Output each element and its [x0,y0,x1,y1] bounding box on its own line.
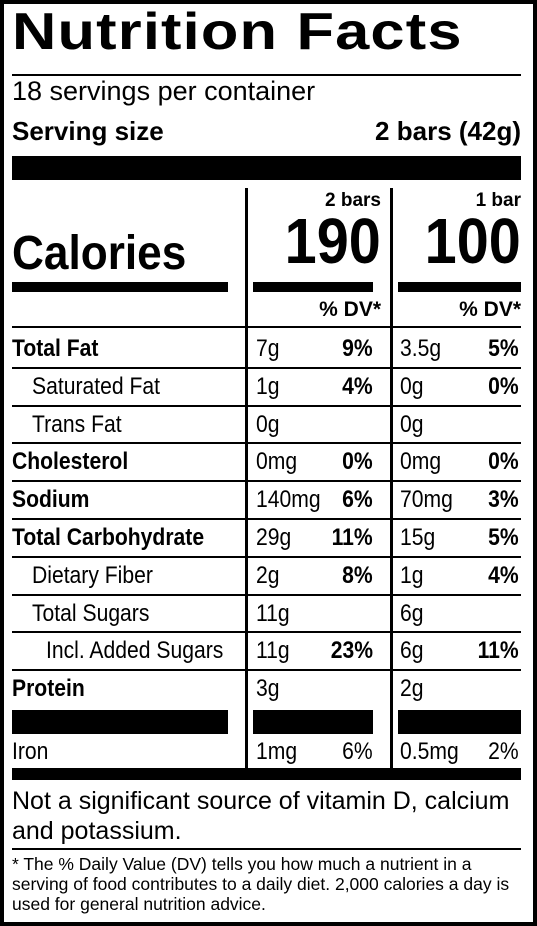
column-header-1-bar: 1 bar [475,190,521,211]
dv-header-1-bar: % DV* [459,298,521,321]
nutrient-name: Total Fat [12,335,99,362]
thick-divider-top [12,156,521,180]
nutrient-dv-2-bars: 0% [342,448,373,476]
row-divider [12,518,521,520]
nutrient-dv-1-bar: 5% [488,524,519,551]
nutrient-value-1-bar: 6g [400,637,424,665]
nutrient-name: Total Sugars [32,599,150,627]
nutrient-value-1-bar: 0g [400,372,424,400]
thick-divider-lower-left [12,710,228,734]
nutrient-value-2-bars: 11g [256,599,290,627]
nutrient-value-1-bar: 15g [400,524,436,551]
nutrient-dv-1-bar: 5% [488,335,519,362]
serving-size-value: 2 bars (42g) [375,116,521,146]
nutrient-dv-2-bars: 11% [331,524,373,551]
row-divider [12,555,521,558]
row-divider [12,442,521,445]
footnote-divider [12,848,521,850]
iron-value-1-bar: 0.5mg [400,738,459,765]
nutrient-value-1-bar: 2g [400,675,424,703]
nutrient-value-2-bars: 140mg [256,486,321,514]
nutrient-value-1-bar: 1g [400,561,424,589]
dv-divider [12,326,521,328]
dv-header-2-bars: % DV* [319,298,381,321]
column-divider-1 [245,188,248,768]
iron-dv-2-bars: 6% [342,738,373,765]
nutrient-value-2-bars: 1g [256,372,280,400]
nutrient-dv-2-bars: 6% [342,486,373,514]
nutrient-name: Trans Fat [32,410,122,438]
row-divider [12,669,521,672]
nutrient-dv-1-bar: 4% [488,561,519,589]
nutrient-value-2-bars: 0mg [256,448,298,476]
nutrient-dv-2-bars: 9% [342,335,373,362]
nutrient-value-2-bars: 7g [256,335,280,362]
servings-per-container: 18 servings per container [12,76,316,106]
nutrient-dv-2-bars: 4% [342,372,373,400]
nutrient-name: Saturated Fat [32,372,160,400]
row-divider [12,631,521,634]
serving-size-label: Serving size [12,116,164,146]
nutrient-value-1-bar: 0g [400,410,424,438]
row-divider [12,480,521,483]
calories-label: Calories [12,227,187,280]
nutrient-name: Dietary Fiber [32,561,153,589]
nutrient-value-2-bars: 3g [256,675,280,703]
iron-dv-1-bar: 2% [488,738,519,765]
column-header-2-bars: 2 bars [325,190,381,211]
nutrient-value-2-bars: 11g [256,637,290,665]
row-divider [12,404,521,407]
nutrient-dv-1-bar: 0% [488,448,519,476]
nutrient-value-2-bars: 0g [256,410,280,438]
label-title: Nutrition Facts [12,3,463,61]
footnote-daily-value: * The % Daily Value (DV) tells you how m… [12,854,510,914]
row-divider [12,366,521,369]
nutrient-value-2-bars: 2g [256,561,280,589]
nutrient-dv-1-bar: 11% [477,637,519,665]
calories-value-1-bar: 100 [424,205,521,277]
footnote-not-significant: Not a significant source of vitamin D, c… [12,787,510,845]
thick-divider-lower-mid [253,710,373,734]
nutrient-dv-1-bar: 3% [488,486,519,514]
nutrient-value-1-bar: 6g [400,599,424,627]
nutrient-name: Sodium [12,486,90,514]
thick-divider-lower-right [398,710,521,734]
calories-value-2-bars: 190 [284,205,381,277]
calories-rule-mid [253,282,373,292]
nutrient-name: Total Carbohydrate [12,524,205,551]
nutrient-name: Cholesterol [12,448,129,476]
iron-value-2-bars: 1mg [256,738,298,765]
nutrient-value-1-bar: 70mg [400,486,453,514]
nutrient-value-1-bar: 3.5g [400,335,442,362]
nutrient-value-1-bar: 0mg [400,448,442,476]
calories-rule-right [398,282,521,292]
nutrient-value-2-bars: 29g [256,524,292,551]
nutrient-dv-1-bar: 0% [488,372,519,400]
iron-name: Iron [12,738,49,765]
column-divider-2 [390,188,393,768]
nutrient-dv-2-bars: 23% [330,637,373,665]
nutrient-dv-2-bars: 8% [342,561,373,589]
title-divider [12,74,521,76]
calories-rule-left [12,282,228,292]
nutrient-name: Protein [12,675,85,703]
row-divider [12,593,521,596]
nutrient-name: Incl. Added Sugars [46,637,224,665]
thick-divider-bottom [12,768,521,780]
